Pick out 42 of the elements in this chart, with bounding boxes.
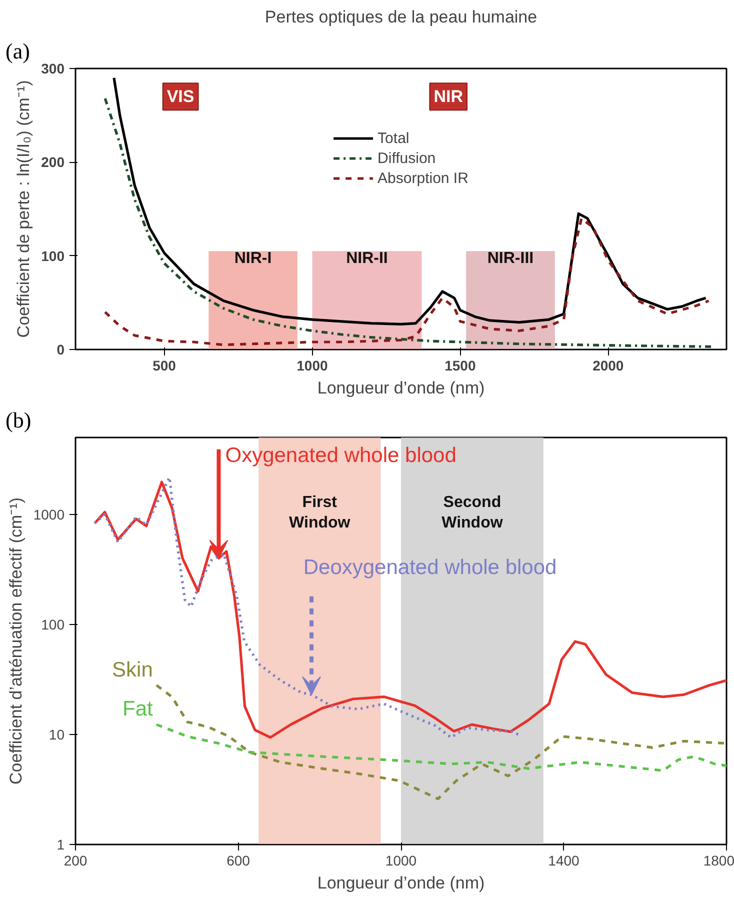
- x-tick-label: 600: [226, 852, 250, 868]
- annotation: NIR: [434, 87, 463, 106]
- band-label: Second Window: [442, 494, 504, 532]
- line-series: [104, 217, 710, 346]
- x-tick-label: 1500: [444, 358, 476, 374]
- chart-title: Pertes optiques de la peau humaine: [264, 8, 538, 26]
- x-tick-label: 1400: [548, 852, 580, 868]
- legend-label: Absorption IR: [378, 170, 468, 186]
- annotation: Fat: [122, 698, 154, 721]
- band-label: First Window: [289, 494, 351, 532]
- line-series: [155, 684, 726, 800]
- x-tick-label: 2000: [592, 358, 624, 374]
- band-label: NIR-I: [234, 250, 272, 268]
- line-series: [112, 76, 708, 326]
- y-tick-label: 10: [48, 726, 65, 742]
- y-tick-label: 200: [41, 154, 65, 170]
- text: (b): [6, 408, 32, 432]
- line-series: [93, 480, 726, 739]
- x-tick-label: 500: [152, 358, 176, 374]
- legend-label: Diffusion: [378, 150, 436, 166]
- annotation: Deoxygenated whole blood: [303, 556, 557, 579]
- y-tick-label: 0: [56, 342, 65, 358]
- y-tick-label: 1000: [33, 506, 65, 522]
- y-tick-label: 100: [41, 616, 65, 632]
- annotation: Skin: [112, 658, 153, 682]
- line-series: [155, 723, 726, 772]
- band-label: NIR-II: [346, 250, 388, 268]
- annotation: Oxygenated whole blood: [225, 444, 456, 467]
- y-tick-label: 100: [41, 248, 65, 264]
- y-tick-label: 1: [56, 836, 65, 852]
- x-axis-title: Longueur d’onde (nm): [317, 874, 485, 892]
- y-axis-title: Coefficient de perte : ln(I/I₀) (cm⁻¹): [14, 80, 34, 338]
- annotation: VIS: [166, 87, 194, 106]
- y-tick-label: 300: [41, 60, 65, 76]
- x-tick-label: 1000: [296, 358, 328, 374]
- band-label: NIR-III: [487, 250, 534, 268]
- text: (a): [6, 38, 30, 64]
- y-axis-title: Coefficient d’atténuation effectif (cm⁻¹): [6, 498, 26, 784]
- x-tick-label: 1800: [703, 852, 734, 868]
- x-axis-title: Longueur d’onde (nm): [317, 378, 485, 398]
- legend-label: Total: [378, 130, 410, 146]
- x-tick-label: 1000: [385, 852, 417, 868]
